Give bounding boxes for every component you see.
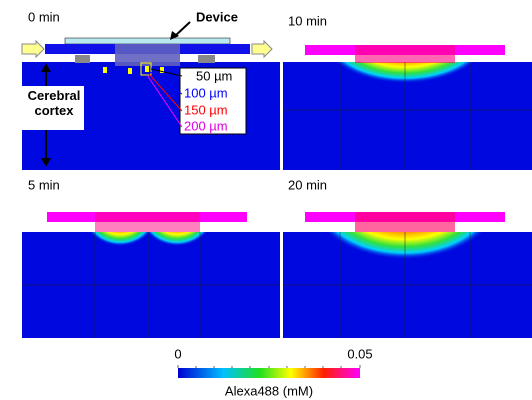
panel-0: 0 min Device Cerebral cortex 50 µm 100 µ… xyxy=(22,9,280,170)
panel-3: 20 min xyxy=(283,176,532,338)
depth-label: 100 µm xyxy=(184,85,228,100)
region-label: Cerebral cortex xyxy=(22,88,86,118)
panel-2: 5 min xyxy=(22,177,280,338)
panel-label: 10 min xyxy=(288,13,327,28)
figure: 0 min Device Cerebral cortex 50 µm 100 µ… xyxy=(0,0,532,400)
device-label: Device xyxy=(196,9,238,24)
panel-label: 20 min xyxy=(288,177,327,192)
colorbar: 0 0.05 Alexa488 (mM) xyxy=(174,346,372,398)
panel-label: 5 min xyxy=(28,177,60,192)
colorbar-label: Alexa488 (mM) xyxy=(225,383,313,398)
depth-label: 50 µm xyxy=(196,68,232,83)
depth-label: 200 µm xyxy=(184,118,228,133)
panel-1: 10 min xyxy=(283,13,532,170)
colorbar-max: 0.05 xyxy=(347,346,372,361)
colorbar-min: 0 xyxy=(174,346,181,361)
depth-label: 150 µm xyxy=(184,102,228,117)
panel-label: 0 min xyxy=(28,9,60,24)
